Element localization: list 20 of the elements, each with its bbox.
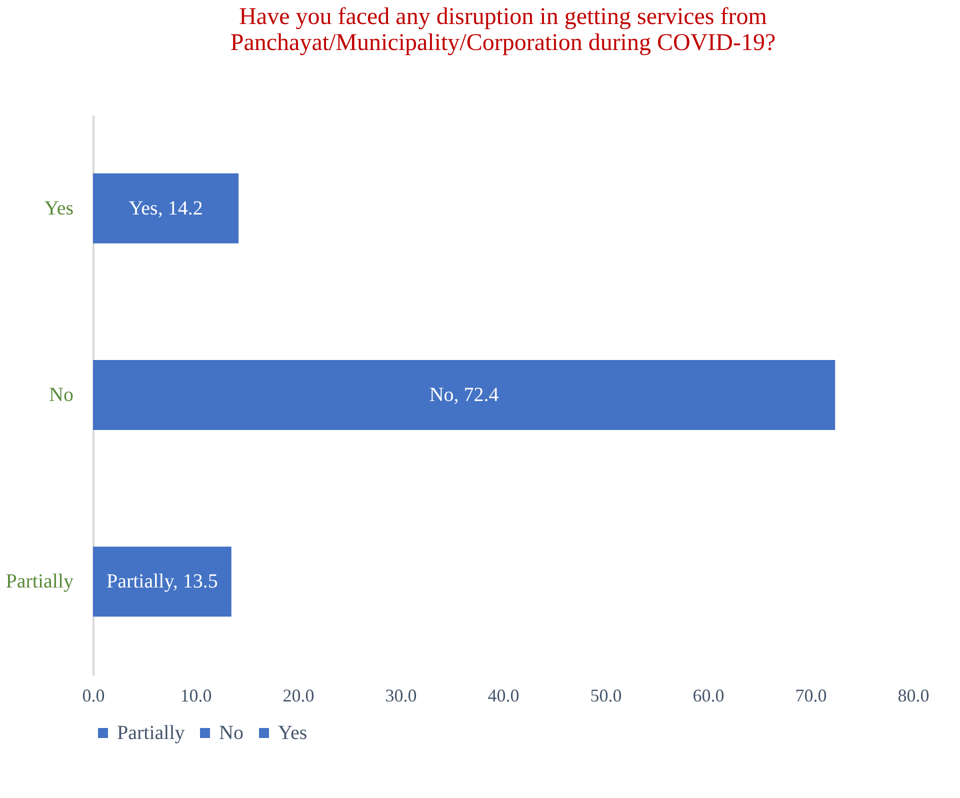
x-tick-label: 10.0 [180,686,212,706]
text: Have you faced any disruption in getting services from [239,4,767,30]
legend-label: No [219,722,244,744]
x-tick-label: 60.0 [692,686,724,706]
x-tick-label: 50.0 [590,686,622,706]
data-label: Partially, 13.5 [106,570,218,593]
legend-label: Yes [278,722,308,744]
x-tick-label: 20.0 [282,686,314,706]
x-tick-label: 40.0 [488,686,520,706]
x-tick-label: 80.0 [898,686,930,706]
y-tick-label: Yes [44,197,74,220]
y-tick-label: No [49,384,74,406]
x-tick-label: 30.0 [385,686,417,706]
data-label: Yes, 14.2 [128,197,203,220]
data-label: No, 72.4 [429,384,499,406]
y-tick-label: Partially [6,570,74,593]
legend-label: Partially [117,722,185,744]
text: Panchayat/Municipality/Corporation during COVID-19? [230,30,776,56]
x-tick-label: 0.0 [82,686,105,706]
x-tick-label: 70.0 [795,686,827,706]
